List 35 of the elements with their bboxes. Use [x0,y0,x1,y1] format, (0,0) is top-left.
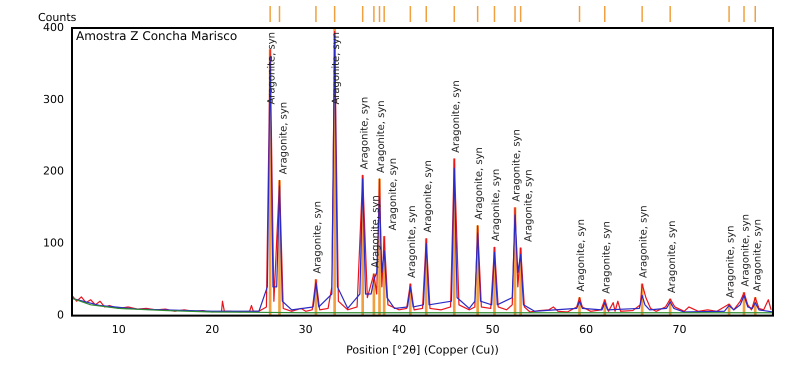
annotation: Aragonite, syn [726,226,737,298]
annotation: Aragonite, syn [312,201,324,274]
y-tick-label: 300 [42,92,64,106]
annotation: Aragonite, syn [450,80,462,153]
annotation: Aragonite, syn [524,169,535,242]
annotation: Aragonite, syn [359,96,370,170]
annotation: Aragonite, syn [601,221,612,294]
x-tick-label: 40 [392,323,406,336]
annotation: Aragonite, syn [406,205,418,278]
annotation: Aragonite, syn [266,32,278,105]
y-tick-label: 100 [42,236,64,250]
annotation: Aragonite, syn [740,214,752,287]
annotation: Aragonite, syn [388,158,400,231]
annotation: Aragonite, syn [491,168,502,242]
annotation: Aragonite, syn [576,219,588,292]
annotation: Aragonite, syn [512,129,523,202]
chart-title: Amostra Z Concha Marisco [76,29,238,44]
x-tick-label: 70 [672,323,687,336]
x-tick-label: 60 [579,323,594,336]
x-tick-label: 20 [205,323,220,336]
y-tick-label: 0 [56,308,64,322]
annotation: Aragonite, syn [638,205,650,278]
annotation: Aragonite, syn [422,160,434,233]
annotation: Aragonite, syn [278,102,290,174]
x-tick-label: 50 [486,323,500,336]
annotation: Aragonite, syn [331,32,342,105]
annotation: Aragonite, syn [370,195,382,268]
x-tick-label: 30 [298,323,313,336]
annotation: Aragonite, syn [474,147,486,220]
annotation: Aragonite, syn [666,220,678,294]
x-tick-label: 10 [112,323,126,336]
y-tick-label: 200 [42,164,64,178]
x-axis-title: Position [°2θ] (Copper (Cu)) [346,343,499,356]
annotation: Aragonite, syn [752,219,764,292]
annotation: Aragonite, syn [376,100,388,173]
